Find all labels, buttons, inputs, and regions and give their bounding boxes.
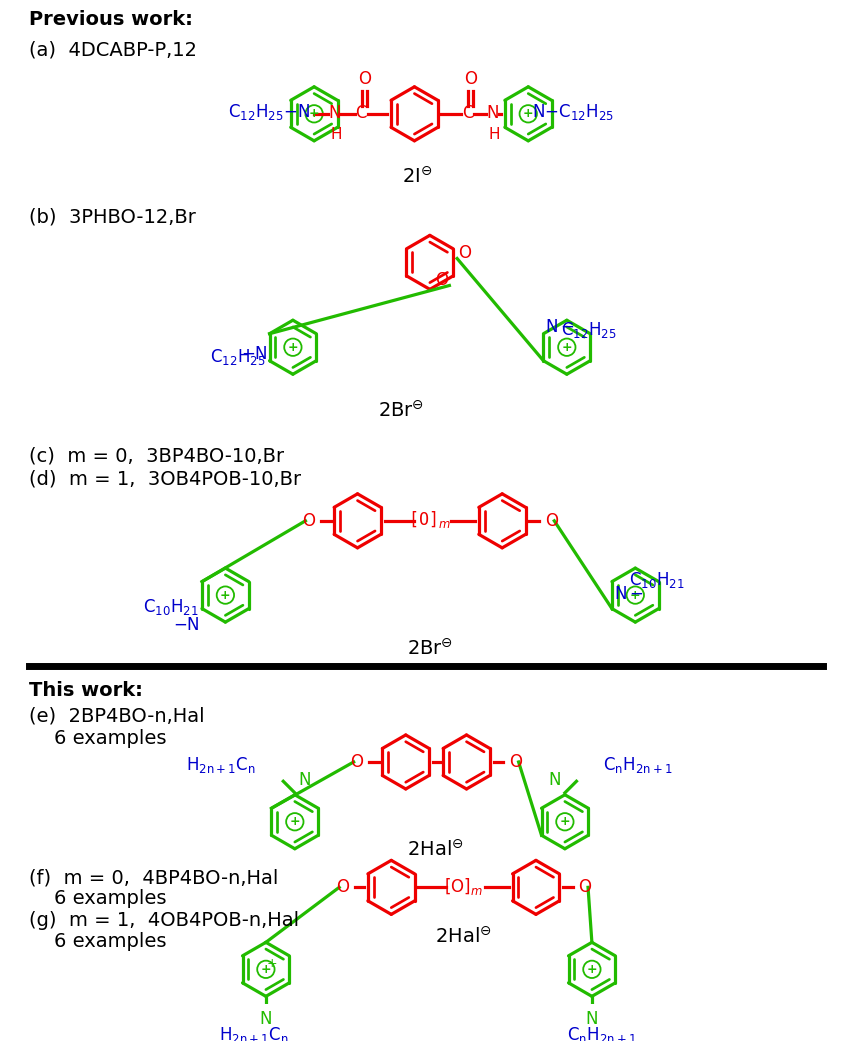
Text: N: N [260, 1010, 272, 1027]
Text: +: + [560, 815, 570, 829]
Text: (b)  3PHBO-12,Br: (b) 3PHBO-12,Br [29, 207, 195, 226]
Text: +: + [523, 107, 533, 121]
Text: $\mathregular{H_{2n+1}C_n}$: $\mathregular{H_{2n+1}C_n}$ [220, 1025, 289, 1041]
Text: O: O [463, 70, 477, 87]
Text: O: O [435, 271, 448, 288]
Text: O: O [544, 512, 558, 530]
Text: O: O [302, 512, 315, 530]
Text: 2Br$^{\ominus}$: 2Br$^{\ominus}$ [406, 638, 453, 659]
Text: O: O [350, 753, 363, 771]
Text: Previous work:: Previous work: [29, 9, 193, 29]
Text: $\mathregular{C_nH_{2n+1}}$: $\mathregular{C_nH_{2n+1}}$ [603, 756, 673, 776]
Text: +: + [586, 963, 597, 975]
Text: (a)  4DCABP-P,12: (a) 4DCABP-P,12 [29, 41, 197, 59]
Text: +: + [561, 340, 573, 354]
Text: $\mathregular{N-}$: $\mathregular{N-}$ [613, 585, 643, 604]
Text: O: O [458, 244, 471, 261]
Text: H: H [489, 127, 500, 143]
Text: N: N [299, 771, 311, 789]
Text: (g)  m = 1,  4OB4POB-n,Hal: (g) m = 1, 4OB4POB-n,Hal [29, 911, 299, 930]
Text: (f)  m = 0,  4BP4BO-n,Hal: (f) m = 0, 4BP4BO-n,Hal [29, 868, 278, 887]
Text: N: N [329, 104, 341, 122]
Text: $\mathregular{H_{2n+1}C_n}$: $\mathregular{H_{2n+1}C_n}$ [187, 756, 256, 776]
Text: 6 examples: 6 examples [54, 729, 166, 748]
Text: $\mathregular{C_{12}H_{25}}$: $\mathregular{C_{12}H_{25}}$ [561, 320, 616, 339]
Text: 2Hal$^{\ominus}$: 2Hal$^{\ominus}$ [435, 925, 492, 946]
Text: +: + [220, 588, 231, 602]
Text: 2Hal$^{\ominus}$: 2Hal$^{\ominus}$ [407, 839, 464, 860]
Text: C: C [355, 104, 367, 122]
Text: 6 examples: 6 examples [54, 932, 166, 950]
Text: $\mathregular{C_{12}H_{25}}$: $\mathregular{C_{12}H_{25}}$ [210, 347, 266, 366]
Text: O: O [579, 879, 591, 896]
Text: +: + [267, 957, 277, 970]
Text: O: O [509, 753, 522, 771]
Text: +: + [290, 815, 300, 829]
Text: N: N [585, 1010, 598, 1027]
Text: N: N [549, 771, 561, 789]
Text: $\mathregular{N}$$\mathregular{-C_{12}H_{25}}$: $\mathregular{N}$$\mathregular{-C_{12}H_… [532, 102, 614, 122]
Text: $\mathregular{-N}$: $\mathregular{-N}$ [241, 345, 268, 362]
Text: O: O [358, 70, 371, 87]
Text: H: H [331, 127, 342, 143]
Text: N: N [486, 104, 499, 122]
Text: $\mathregular{-N}$: $\mathregular{-N}$ [173, 616, 200, 634]
Text: (d)  m = 1,  3OB4POB-10,Br: (d) m = 1, 3OB4POB-10,Br [29, 469, 301, 488]
Text: C: C [462, 104, 473, 122]
Text: This work:: This work: [29, 681, 142, 700]
Text: [O]$_m$: [O]$_m$ [444, 875, 483, 897]
Text: +: + [630, 588, 641, 602]
Text: $\mathregular{N-}$: $\mathregular{N-}$ [545, 318, 575, 335]
Text: $\mathregular{C_{10}H_{21}}$: $\mathregular{C_{10}H_{21}}$ [142, 596, 199, 616]
Text: +: + [308, 107, 320, 121]
Text: [O]$_m$: [O]$_m$ [408, 509, 452, 530]
Text: $\mathregular{C_{10}H_{21}}$: $\mathregular{C_{10}H_{21}}$ [630, 569, 685, 589]
Text: O: O [336, 879, 348, 896]
Text: $\mathregular{C_{12}H_{25}}$$\mathregular{-N}$: $\mathregular{C_{12}H_{25}}$$\mathregula… [228, 102, 310, 122]
Text: $\mathregular{C_nH_{2n+1}}$: $\mathregular{C_nH_{2n+1}}$ [567, 1025, 636, 1041]
Text: 2Br$^{\ominus}$: 2Br$^{\ominus}$ [378, 401, 424, 421]
Text: +: + [261, 963, 271, 975]
Text: 6 examples: 6 examples [54, 889, 166, 909]
Text: 2I$^{\ominus}$: 2I$^{\ominus}$ [402, 166, 432, 186]
Text: +: + [288, 340, 298, 354]
Text: (e)  2BP4BO-n,Hal: (e) 2BP4BO-n,Hal [29, 707, 204, 726]
Text: (c)  m = 0,  3BP4BO-10,Br: (c) m = 0, 3BP4BO-10,Br [29, 447, 284, 465]
